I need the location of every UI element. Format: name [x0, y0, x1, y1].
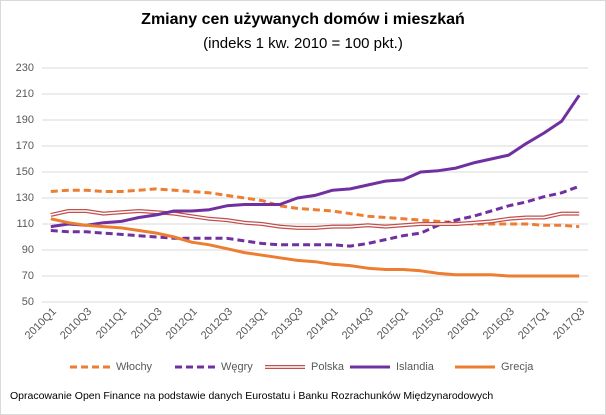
source-note: Opracowanie Open Finance na podstawie da… [10, 390, 493, 402]
series-line [50, 187, 580, 229]
y-tick-label: 110 [16, 218, 34, 230]
y-tick-label: 130 [16, 192, 34, 204]
chart-title: Zmiany cen używanych domów i mieszkań [141, 11, 465, 28]
legend-label: Węgry [221, 361, 253, 373]
series-line [50, 217, 580, 278]
legend-label: Polska [311, 361, 345, 373]
legend-label: Grecja [501, 361, 534, 373]
y-tick-label: 210 [16, 88, 34, 100]
legend-label: Włochy [116, 361, 153, 373]
y-tick-label: 170 [16, 140, 34, 152]
series-line-inner [50, 210, 580, 229]
y-tick-label: 150 [16, 166, 34, 178]
y-tick-label: 90 [22, 244, 34, 256]
y-tick-label: 190 [16, 114, 34, 126]
series-line [50, 94, 581, 229]
y-tick-label: 230 [16, 62, 34, 74]
y-tick-label: 50 [22, 296, 34, 308]
legend-label: Islandia [396, 361, 435, 373]
y-tick-label: 70 [22, 270, 34, 282]
chart-subtitle: (indeks 1 kw. 2010 = 100 pkt.) [203, 35, 403, 52]
series-line [50, 184, 580, 248]
